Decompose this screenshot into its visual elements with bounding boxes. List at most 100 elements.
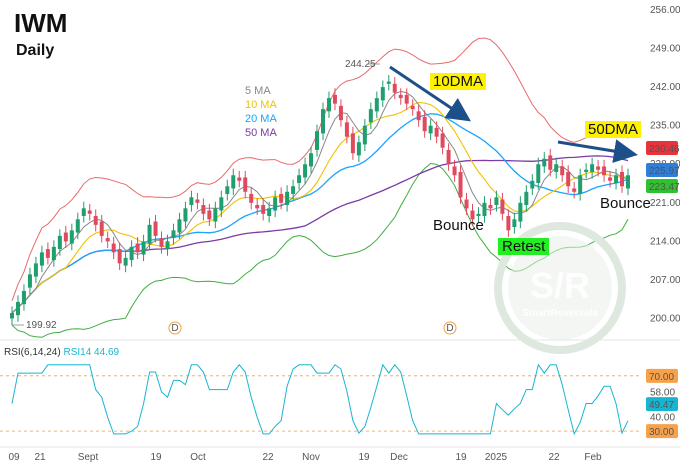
candle-body-67: [410, 105, 415, 110]
candle-body-32: [201, 205, 206, 214]
candle-body-24: [153, 221, 158, 236]
candle-body-71: [434, 127, 439, 137]
candle-body-50: [309, 153, 314, 167]
y-tick-label-6: 242.00: [650, 82, 680, 93]
candle-body-98: [596, 166, 601, 170]
candle-body-77: [470, 210, 475, 220]
candle-body-74: [452, 166, 457, 176]
candle-body-78: [476, 213, 481, 217]
candle-body-18: [117, 249, 122, 264]
price-badge-0: [646, 141, 678, 155]
candle-body-15: [99, 221, 104, 236]
candle-body-21: [135, 243, 140, 253]
rsi-badge-0: [646, 368, 678, 383]
candle-body-28: [177, 219, 182, 233]
candle-body-14: [93, 216, 98, 225]
candle-body-84: [512, 219, 517, 228]
candle-body-60: [368, 109, 373, 123]
watermark-disc: [508, 236, 612, 340]
candle-body-16: [105, 238, 110, 242]
dividend-marker-1: [443, 321, 457, 335]
candle-body-95: [578, 175, 583, 194]
rsi-tick-3: 40.00: [650, 412, 675, 423]
period-label: Daily: [16, 42, 55, 59]
candle-body-80: [488, 205, 493, 209]
candle-body-39: [243, 177, 248, 192]
x-tick-label-0: 09: [8, 452, 20, 463]
x-tick-label-8: Dec: [390, 452, 408, 463]
candle-body-103: [626, 175, 630, 189]
candle-body-51: [315, 131, 320, 150]
candle-body-68: [416, 111, 421, 121]
candle-body-76: [464, 199, 469, 209]
y-tick-label-1: 207.00: [650, 275, 680, 286]
dividend-marker-label-0: D: [171, 323, 178, 334]
x-tick-label-4: Oct: [190, 452, 206, 463]
y-tick-label-8: 256.00: [650, 5, 680, 16]
candle-body-70: [428, 125, 433, 134]
candle-body-30: [189, 197, 194, 205]
legend-50ma: 50 MA: [245, 127, 277, 139]
annotation-retest: Retest: [498, 238, 550, 255]
candle-body-22: [141, 241, 146, 255]
candle-body-88: [536, 164, 541, 183]
rsi-label: RSI(6,14,24): [4, 347, 61, 358]
ma5-line: [11, 90, 629, 314]
candle-body-99: [602, 166, 607, 176]
candle-body-44: [273, 197, 278, 211]
candle-body-12: [81, 208, 86, 217]
candle-body-23: [147, 224, 152, 244]
candle-body-58: [356, 142, 361, 156]
candle-body-100: [608, 177, 613, 181]
bollinger-upper-line: [11, 37, 629, 301]
candle-body-54: [332, 94, 337, 104]
annotation-bounce-1: Bounce: [433, 217, 484, 234]
rsi-badge-label-1: 49.47: [649, 400, 674, 411]
candle-body-63: [386, 81, 391, 84]
candle-body-94: [572, 188, 577, 192]
candle-body-55: [338, 105, 343, 121]
candle-body-81: [494, 197, 499, 205]
x-tick-label-12: Feb: [584, 452, 602, 463]
rsi-badge-2: [646, 424, 678, 439]
candle-body-5: [39, 252, 44, 266]
price-badge-2: [646, 179, 678, 193]
price-badge-label-2: 223.47: [649, 182, 680, 193]
candle-body-42: [261, 205, 266, 214]
candle-body-48: [297, 175, 302, 183]
candle-body-92: [560, 166, 565, 176]
candle-body-35: [219, 197, 224, 211]
candle-body-93: [566, 171, 571, 187]
candle-body-46: [285, 191, 290, 205]
legend-10ma: 10 MA: [245, 99, 277, 111]
rsi-badge-label-0: 70.00: [649, 372, 674, 383]
candle-body-33: [207, 210, 212, 220]
dividend-marker-label-1: D: [446, 323, 453, 334]
arrow-50dma: [557, 139, 638, 163]
candle-body-36: [225, 186, 230, 194]
candle-body-69: [422, 116, 427, 132]
x-tick-label-9: 19: [455, 452, 467, 463]
x-tick-label-6: Nov: [302, 452, 320, 463]
rsi-badge-label-2: 30.00: [649, 427, 674, 438]
candle-body-82: [500, 199, 505, 214]
candle-body-34: [213, 208, 218, 222]
candle-body-43: [267, 208, 272, 217]
candle-body-26: [165, 241, 170, 250]
candle-body-11: [75, 219, 80, 233]
candle-body-31: [195, 199, 200, 203]
low-price-label: 199.92: [26, 320, 57, 331]
annotation-bounce-2: Bounce: [600, 195, 651, 212]
candle-body-57: [350, 133, 355, 154]
legend-5ma: 5 MA: [245, 85, 271, 97]
annotation-50dma: 50DMA: [585, 121, 642, 138]
x-tick-label-5: 22: [262, 452, 274, 463]
arrow-10dma: [389, 65, 471, 122]
candle-body-29: [183, 208, 188, 222]
x-tick-label-11: 22: [548, 452, 560, 463]
price-badge-label-0: 230.46: [649, 144, 680, 155]
x-tick-label-2: Sept: [78, 452, 99, 463]
watermark-logo-text: S/R: [530, 265, 590, 306]
ma-legend: 5 MA 10 MA 20 MA 50 MA: [245, 84, 277, 140]
